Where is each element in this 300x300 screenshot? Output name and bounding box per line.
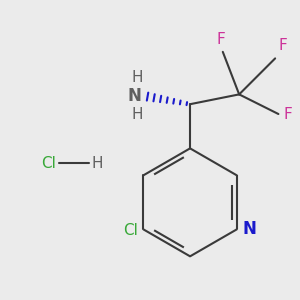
Text: F: F: [283, 106, 292, 122]
Text: Cl: Cl: [124, 224, 138, 238]
Text: N: N: [243, 220, 256, 238]
Text: H: H: [132, 70, 143, 85]
Text: H: H: [132, 107, 143, 122]
Text: Cl: Cl: [41, 156, 56, 171]
Text: F: F: [217, 32, 226, 47]
Text: N: N: [128, 87, 141, 105]
Text: F: F: [278, 38, 287, 53]
Text: H: H: [92, 156, 103, 171]
